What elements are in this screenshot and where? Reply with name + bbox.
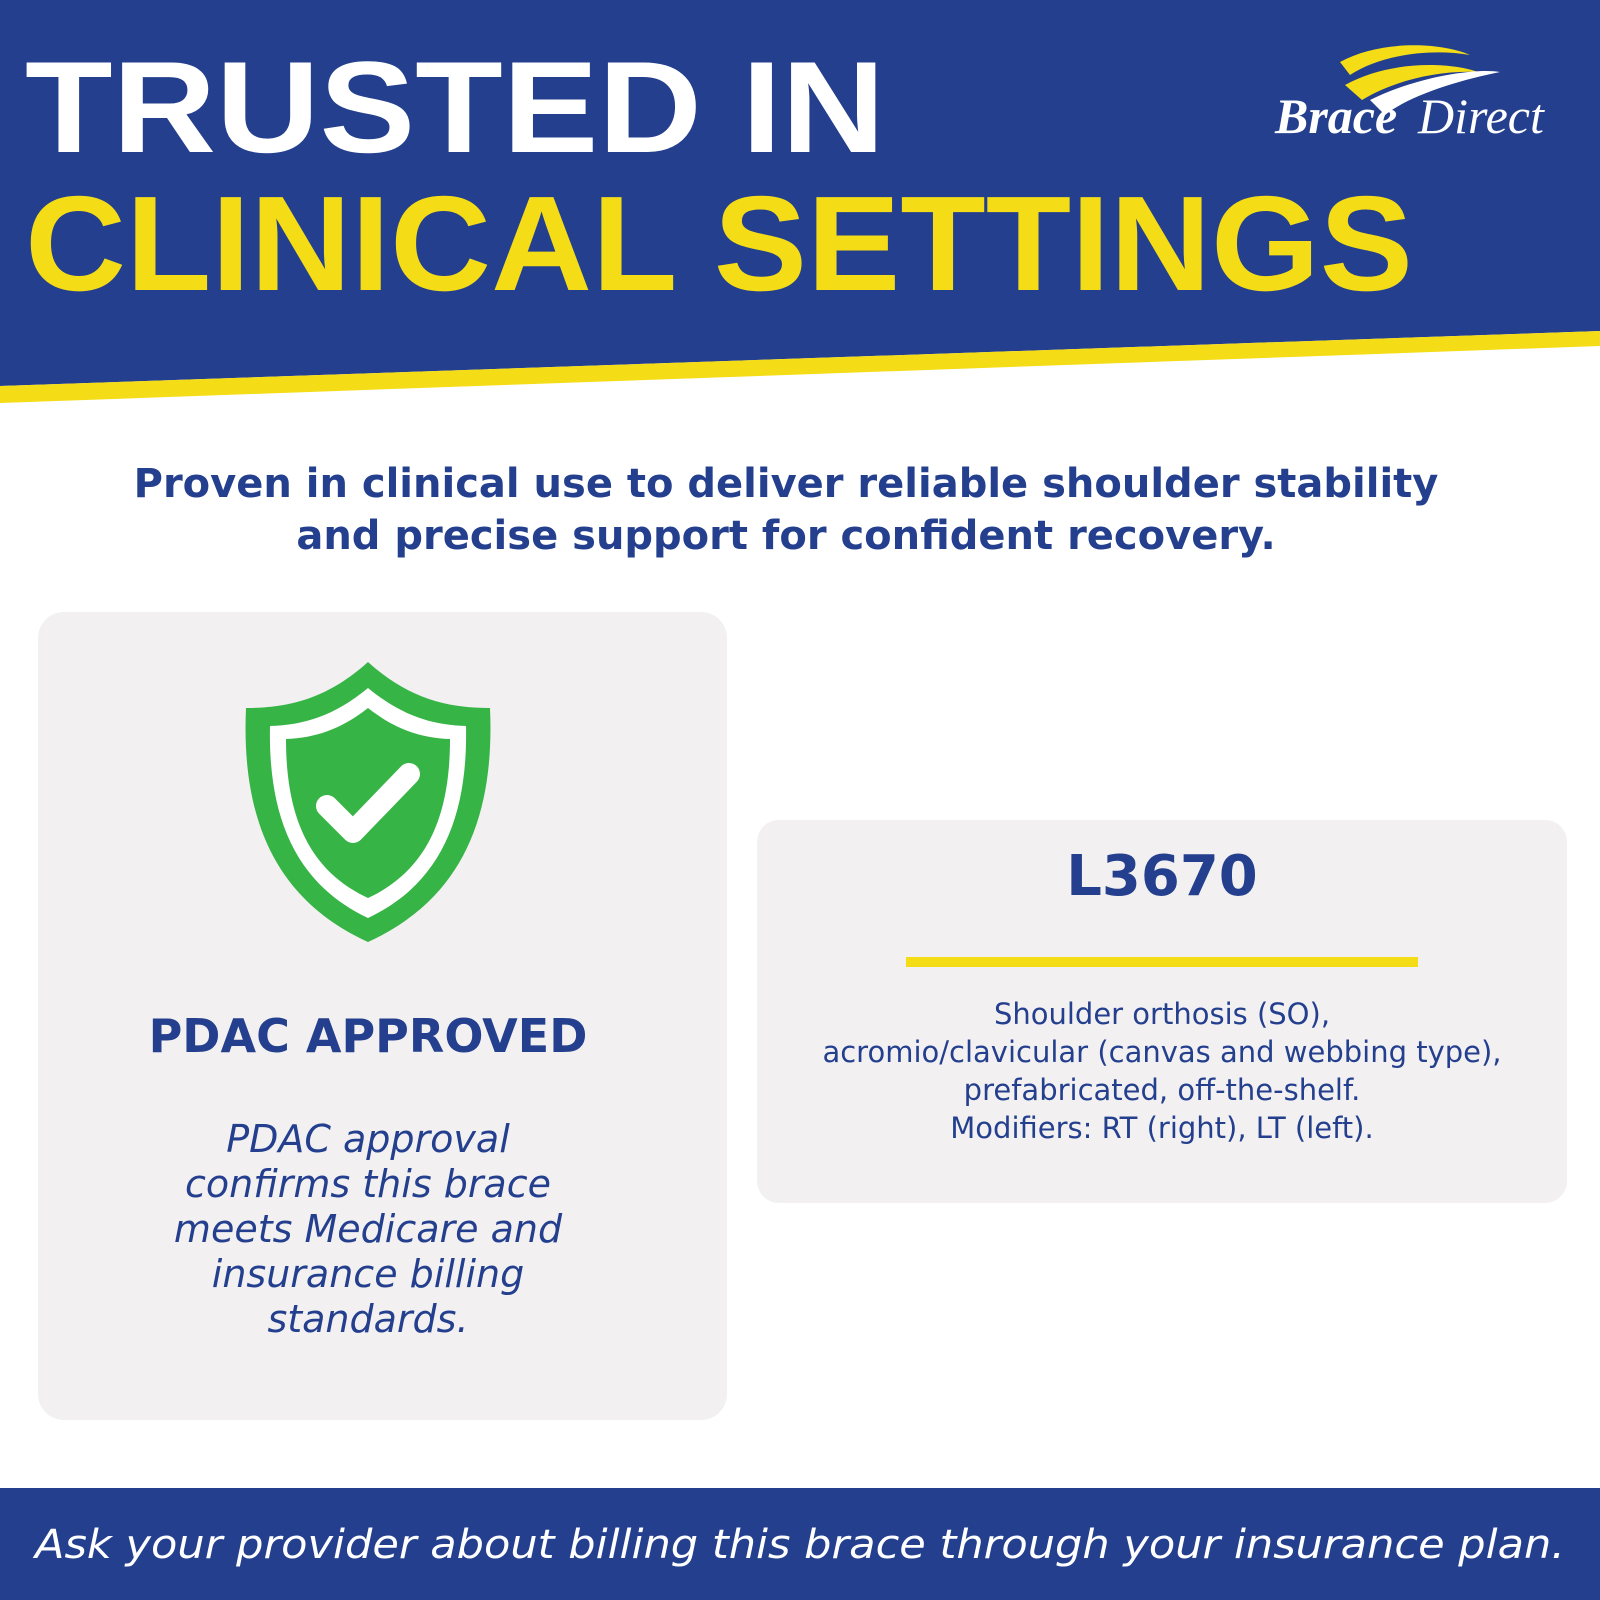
title-line1: TRUSTED IN [25, 34, 885, 180]
card-left [38, 612, 727, 1420]
card-right-line: prefabricated, off-the-shelf. [964, 1073, 1361, 1107]
logo-swoosh [1345, 65, 1478, 100]
intro-line: Proven in clinical use to deliver reliab… [134, 461, 1439, 507]
header-stripe [0, 331, 1600, 403]
card-left-line: PDAC approval [226, 1117, 510, 1161]
card-right [757, 820, 1567, 1203]
logo-swoosh [1340, 45, 1470, 75]
card-right-line: acromio/clavicular (canvas and webbing t… [822, 1035, 1501, 1069]
logo-swoosh [1370, 70, 1500, 115]
logo-brand2: Direct [1417, 88, 1545, 144]
shield-icon [245, 662, 491, 942]
footer-text: Ask your provider about billing this bra… [32, 1522, 1565, 1568]
card-left-line: confirms this brace [185, 1162, 551, 1206]
card-right-line: Modifiers: RT (right), LT (left). [950, 1111, 1373, 1145]
header-band [0, 0, 1600, 386]
footer-band [0, 1488, 1600, 1600]
logo-brand: Brace [1274, 88, 1397, 144]
card-right-line: Shoulder orthosis (SO), [994, 997, 1330, 1031]
title-line2: CLINICAL SETTINGS [25, 168, 1413, 319]
card-left-line: insurance billing [212, 1252, 524, 1296]
card-left-line: meets Medicare and [174, 1207, 563, 1251]
card-left-heading: PDAC APPROVED [149, 1009, 588, 1063]
card-right-code: L3670 [1066, 844, 1258, 909]
intro-line: and precise support for confident recove… [296, 513, 1275, 559]
card-right-text: Shoulder orthosis (SO), acromio/clavicula… [822, 997, 1501, 1145]
card-left-line: standards. [267, 1297, 468, 1341]
logo: Brace Direct [1274, 45, 1545, 144]
code-underline [906, 957, 1418, 967]
